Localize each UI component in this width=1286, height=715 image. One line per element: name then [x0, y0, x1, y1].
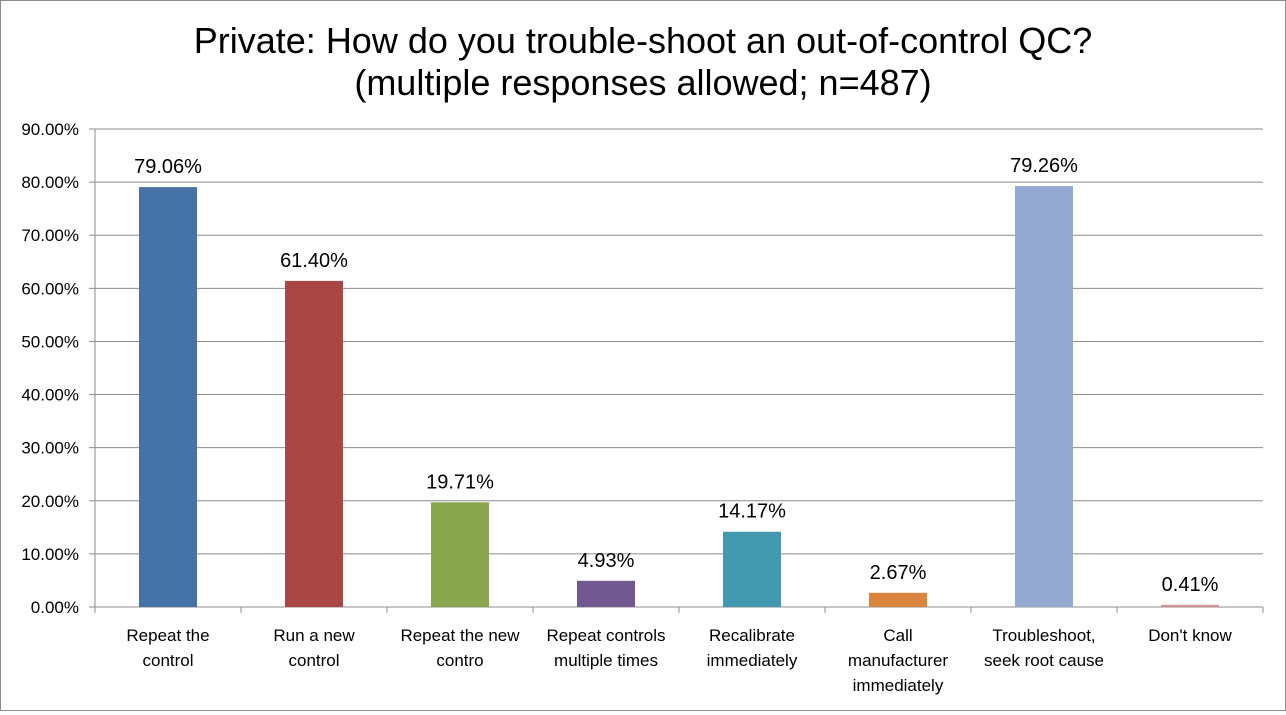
data-labels: 79.06% 61.40% 19.71% 4.93% 14.17% 2.67% 79.26%…	[134, 155, 1218, 596]
data-label: 79.06%	[134, 156, 202, 178]
axes	[89, 128, 1264, 613]
y-tick-label: 0.00%	[31, 598, 79, 617]
y-tick-label: 20.00%	[21, 492, 79, 511]
data-label: 79.26%	[1010, 155, 1078, 177]
bar	[723, 531, 781, 607]
bar	[139, 187, 197, 607]
x-category-label: Don't know	[1148, 626, 1232, 645]
data-label: 4.93%	[578, 550, 635, 572]
bar	[577, 580, 635, 607]
x-category-label: Repeat the	[126, 626, 209, 645]
y-tick-label: 40.00%	[21, 386, 79, 405]
y-tick-label: 70.00%	[21, 226, 79, 245]
chart-title-line: Private: How do you trouble-shoot an out…	[194, 20, 1092, 61]
x-category-label: multiple times	[554, 651, 658, 670]
bar	[431, 502, 489, 607]
bar	[1015, 186, 1073, 608]
chart-title: Private: How do you trouble-shoot an out…	[194, 20, 1092, 103]
x-category-label: Call	[883, 626, 912, 645]
x-category-label: control	[288, 651, 339, 670]
y-tick-label: 80.00%	[21, 173, 79, 192]
y-tick-label: 60.00%	[21, 279, 79, 298]
x-category-label: control	[142, 651, 193, 670]
y-tick-label: 90.00%	[21, 120, 79, 139]
x-category-label: contro	[436, 651, 483, 670]
bars	[139, 186, 1219, 608]
y-tick-label: 10.00%	[21, 545, 79, 564]
bar	[869, 592, 927, 607]
y-tick-labels: 0.00% 10.00% 20.00% 30.00% 40.00% 50.00% 60.00…	[21, 120, 79, 617]
x-category-label: Recalibrate	[709, 626, 795, 645]
data-label: 61.40%	[280, 250, 348, 272]
data-label: 2.67%	[870, 562, 927, 584]
gridlines	[95, 128, 1263, 555]
bar	[285, 280, 343, 607]
data-label: 0.41%	[1162, 574, 1219, 596]
data-label: 14.17%	[718, 501, 786, 523]
bar	[1161, 604, 1219, 607]
x-category-label: Repeat the new	[400, 626, 520, 645]
x-category-label: immediately	[853, 676, 944, 695]
x-category-label: Repeat controls	[546, 626, 665, 645]
x-category-label: Troubleshoot,	[992, 626, 1095, 645]
y-tick-label: 30.00%	[21, 439, 79, 458]
data-label: 19.71%	[426, 471, 494, 493]
x-category-label: manufacturer	[848, 651, 948, 670]
x-category-label: Run a new	[273, 626, 355, 645]
x-category-label: seek root cause	[984, 651, 1104, 670]
x-category-label: immediately	[707, 651, 798, 670]
y-tick-label: 50.00%	[21, 332, 79, 351]
x-category-labels: Repeat the control Run a new control Repeat …	[126, 626, 1232, 695]
chart-title-line: (multiple responses allowed; n=487)	[354, 62, 931, 103]
